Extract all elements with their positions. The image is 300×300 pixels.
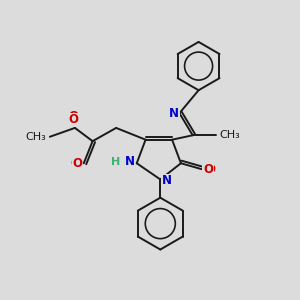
Text: N: N	[162, 174, 172, 188]
Text: O: O	[72, 157, 82, 170]
Text: N: N	[124, 155, 134, 168]
Text: N: N	[169, 107, 179, 120]
Text: O: O	[71, 157, 81, 170]
Text: N: N	[124, 155, 134, 168]
Text: N: N	[163, 174, 173, 188]
Text: O: O	[203, 163, 213, 176]
Text: H: H	[111, 157, 121, 167]
Text: O: O	[205, 163, 215, 176]
Text: CH₃: CH₃	[26, 132, 46, 142]
Text: CH₃: CH₃	[220, 130, 241, 140]
Text: O: O	[68, 113, 78, 126]
Text: O: O	[68, 110, 78, 123]
Text: N: N	[169, 107, 179, 120]
